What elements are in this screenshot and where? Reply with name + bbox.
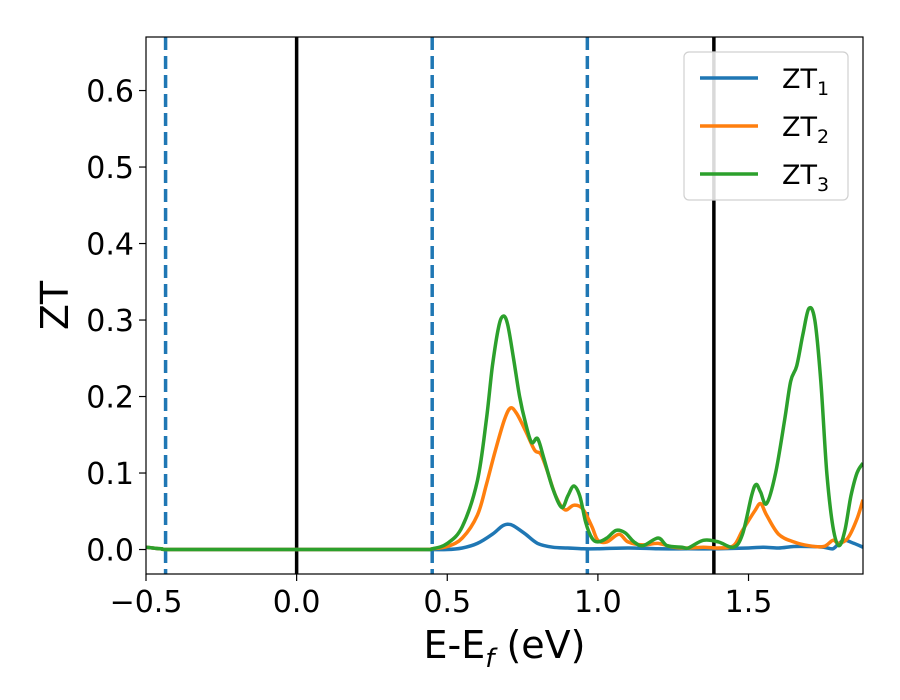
series-line-1 <box>146 522 863 552</box>
x-tick-label: 1.5 <box>725 585 773 620</box>
series-lines <box>146 305 863 552</box>
y-tick-label: 0.6 <box>86 75 134 110</box>
series-line-3 <box>146 305 863 552</box>
y-tick-label: 0.0 <box>86 534 134 569</box>
y-tick-label: 0.1 <box>86 457 134 492</box>
y-tick-label: 0.3 <box>86 304 134 339</box>
y-tick-label: 0.5 <box>86 151 134 186</box>
legend: ZT1 ZT2 ZT3 <box>683 51 849 201</box>
legend-label-3: ZT3 <box>782 160 829 196</box>
x-axis-label: E-Ef (eV) <box>424 623 586 674</box>
x-axis-ticks: −0.5 0.0 0.5 1.0 1.5 <box>110 574 773 620</box>
y-tick-label: 0.2 <box>86 381 134 416</box>
series-line-2 <box>146 406 863 552</box>
legend-label-1: ZT1 <box>782 64 829 100</box>
x-tick-label: 0.5 <box>423 585 471 620</box>
x-tick-label: 1.0 <box>574 585 622 620</box>
y-tick-label: 0.4 <box>86 228 134 263</box>
legend-box <box>683 51 849 201</box>
y-axis-ticks: 0.0 0.1 0.2 0.3 0.4 0.5 0.6 <box>86 75 146 569</box>
x-tick-label: 0.0 <box>273 585 321 620</box>
plot-area-frame <box>145 36 864 575</box>
x-tick-label: −0.5 <box>110 585 183 620</box>
legend-label-2: ZT2 <box>782 112 829 148</box>
vertical-reference-lines <box>163 37 716 574</box>
y-axis-label: ZT <box>33 280 77 330</box>
